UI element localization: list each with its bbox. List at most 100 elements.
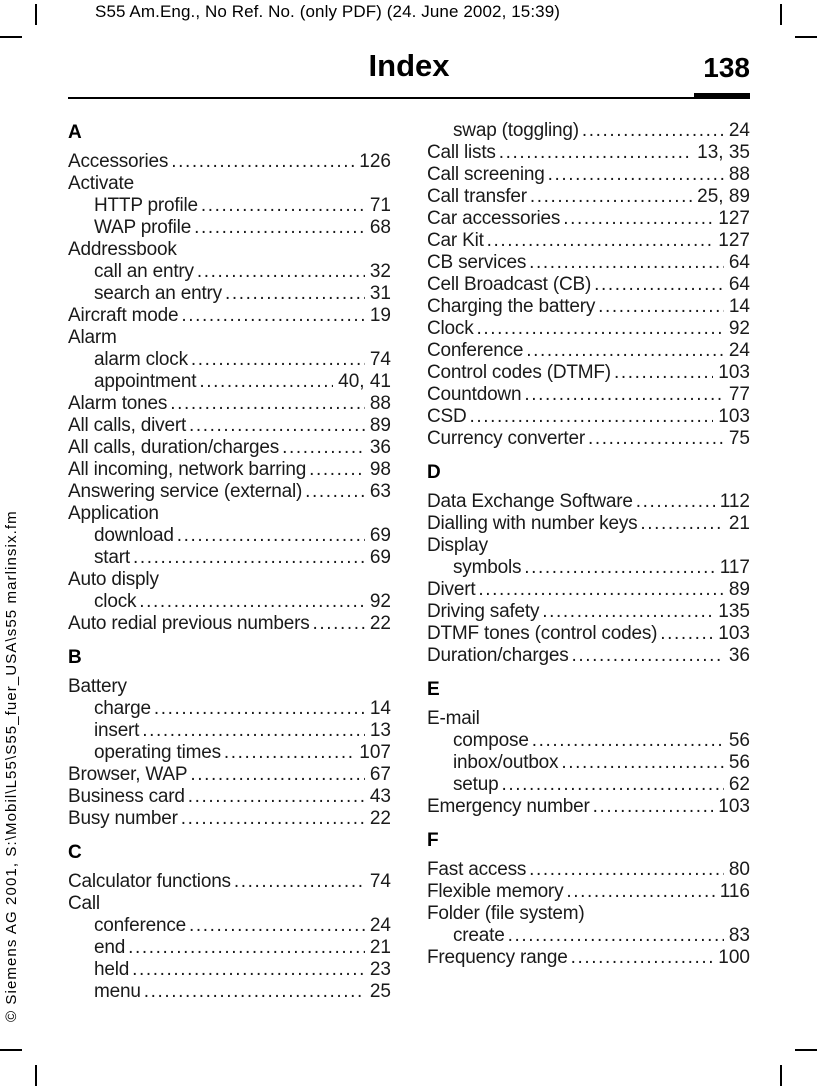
- index-entry: menu 25: [68, 981, 391, 1003]
- entry-label: All calls, divert: [68, 415, 187, 436]
- entry-page-number: 22: [369, 808, 391, 829]
- index-entry: search an entry 31: [68, 283, 391, 305]
- dot-leader: [313, 613, 365, 635]
- dot-leader: [501, 774, 723, 796]
- dot-leader: [190, 764, 364, 786]
- entry-label: Cell Broadcast (CB): [427, 274, 592, 295]
- entry-label: Aircraft mode: [68, 305, 179, 326]
- index-entry: Charging the battery 14: [427, 296, 750, 318]
- index-entry: All calls, divert 89: [68, 415, 391, 437]
- document-info-header: S55 Am.Eng., No Ref. No. (only PDF) (24.…: [95, 2, 561, 21]
- dot-leader: [199, 371, 333, 393]
- dot-leader: [309, 459, 365, 481]
- entry-label: Driving safety: [427, 601, 540, 622]
- entry-label: Countdown: [427, 384, 522, 405]
- dot-leader: [529, 859, 724, 881]
- entry-page-number: 103: [718, 796, 750, 817]
- dot-leader: [477, 318, 724, 340]
- entry-label: Display: [427, 535, 488, 556]
- index-entry: Browser, WAP 67: [68, 764, 391, 786]
- index-entry: Display: [427, 535, 750, 557]
- index-entry: Car accessories 127: [427, 208, 750, 230]
- index-entry: Call transfer 25, 89: [427, 186, 750, 208]
- index-entry: conference 24: [68, 915, 391, 937]
- sidebar-copyright: © Siemens AG 2001, S:\Mobil\L55\S55_fuer…: [3, 510, 20, 1022]
- index-entry: Data Exchange Software 112: [427, 491, 750, 513]
- entry-label: start: [94, 547, 130, 568]
- index-entry: All incoming, network barring 98: [68, 459, 391, 481]
- index-entry: download 69: [68, 525, 391, 547]
- entry-label: Call screening: [427, 164, 545, 185]
- section-letter: D: [427, 462, 441, 483]
- dot-leader: [561, 752, 724, 774]
- entry-label: Conference: [427, 340, 524, 361]
- entry-page-number: 112: [719, 491, 750, 512]
- entry-label: symbols: [453, 557, 522, 578]
- dot-leader: [128, 937, 365, 959]
- crop-mark-bottom-left-horizontal: [0, 1049, 22, 1051]
- entry-page-number: 88: [369, 393, 391, 414]
- dot-leader: [566, 881, 714, 903]
- entry-page-number: 14: [728, 296, 750, 317]
- entry-page-number: 13: [369, 720, 391, 741]
- index-entry: WAP profile 68: [68, 217, 391, 239]
- index-entry: Call: [68, 893, 391, 915]
- entry-page-number: 24: [369, 915, 391, 936]
- entry-label: held: [94, 959, 130, 980]
- entry-label: create: [453, 925, 505, 946]
- entry-page-number: 36: [369, 437, 391, 458]
- entry-label: swap (toggling): [453, 120, 579, 141]
- index-content: AAccessories126ActivateHTTP profile71WAP…: [68, 120, 750, 1003]
- entry-label: search an entry: [94, 283, 222, 304]
- entry-page-number: 14: [369, 698, 391, 719]
- index-entry: All calls, duration/charges 36: [68, 437, 391, 459]
- entry-label: charge: [94, 698, 151, 719]
- section-letter: A: [68, 122, 82, 143]
- entry-page-number: 64: [728, 252, 750, 273]
- entry-label: Auto redial previous numbers: [68, 613, 310, 634]
- entry-page-number: 32: [369, 261, 391, 282]
- dot-leader: [197, 261, 365, 283]
- index-entry: E-mail: [427, 708, 750, 730]
- index-entry: held 23: [68, 959, 391, 981]
- index-entry: Auto disply: [68, 569, 391, 591]
- entry-label: end: [94, 937, 126, 958]
- dot-leader: [582, 120, 724, 142]
- crop-mark-bottom-right-horizontal: [795, 1049, 817, 1051]
- entry-page-number: 36: [728, 645, 750, 666]
- crop-mark-top-left-vertical: [35, 4, 37, 25]
- dot-leader: [154, 698, 365, 720]
- entry-page-number: 24: [728, 120, 750, 141]
- dot-leader: [571, 947, 714, 969]
- dot-leader: [171, 151, 354, 173]
- entry-label: Car accessories: [427, 208, 561, 229]
- entry-label: Data Exchange Software: [427, 491, 633, 512]
- index-entry: HTTP profile 71: [68, 195, 391, 217]
- entry-page-number: 31: [369, 283, 391, 304]
- index-entry: Fast access 80: [427, 859, 750, 881]
- entry-label: Business card: [68, 786, 185, 807]
- dot-leader: [132, 959, 365, 981]
- index-entry: call an entry 32: [68, 261, 391, 283]
- entry-page-number: 21: [369, 937, 391, 958]
- entry-page-number: 56: [728, 730, 750, 751]
- index-entry: CB services 64: [427, 252, 750, 274]
- index-entry: inbox/outbox 56: [427, 752, 750, 774]
- dot-leader: [548, 164, 724, 186]
- index-entry: Divert 89: [427, 579, 750, 601]
- entry-page-number: 21: [728, 513, 750, 534]
- crop-mark-top-right-horizontal: [795, 36, 817, 38]
- entry-label: alarm clock: [94, 349, 188, 370]
- index-entry: charge 14: [68, 698, 391, 720]
- section-letter: C: [68, 842, 82, 863]
- entry-page-number: 22: [369, 613, 391, 634]
- index-entry: Business card 43: [68, 786, 391, 808]
- dot-leader: [181, 808, 365, 830]
- entry-label: operating times: [94, 742, 221, 763]
- entry-label: download: [94, 525, 174, 546]
- index-entry: start 69: [68, 547, 391, 569]
- entry-page-number: 135: [718, 601, 750, 622]
- entry-page-number: 13, 35: [697, 142, 750, 163]
- dot-leader: [640, 513, 723, 535]
